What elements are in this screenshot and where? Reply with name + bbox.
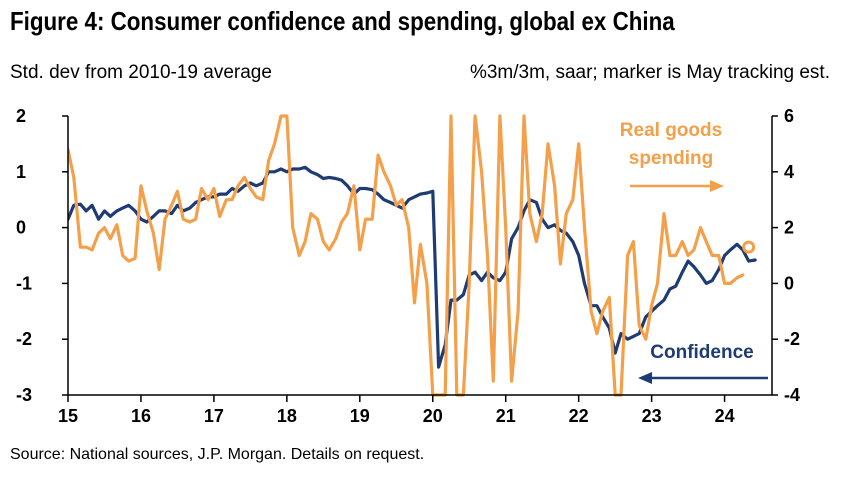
right-tick-label: 0 bbox=[784, 273, 794, 293]
left-tick-label: -2 bbox=[16, 329, 32, 349]
right-tick-label: -4 bbox=[784, 385, 800, 405]
right-tick-label: -2 bbox=[784, 329, 800, 349]
x-tick-label: 17 bbox=[204, 406, 224, 426]
right-tick-label: 4 bbox=[784, 162, 794, 182]
x-tick-label: 15 bbox=[58, 406, 78, 426]
left-tick-label: 1 bbox=[16, 162, 26, 182]
source-note: Source: National sources, J.P. Morgan. D… bbox=[10, 446, 425, 463]
right-tick-label: 6 bbox=[784, 106, 794, 126]
x-tick-label: 23 bbox=[642, 406, 662, 426]
spending-tracking-marker bbox=[742, 240, 756, 254]
spending-label-line1: Real goods bbox=[620, 120, 722, 141]
series-lines bbox=[68, 114, 757, 397]
left-tick-label: -1 bbox=[16, 273, 32, 293]
spending-line bbox=[68, 114, 745, 397]
spending-arrow-head bbox=[710, 180, 724, 192]
spending-label-line2: spending bbox=[629, 148, 713, 169]
confidence-arrow-head bbox=[638, 372, 652, 384]
x-tick-label: 24 bbox=[715, 406, 735, 426]
confidence-label: Confidence bbox=[650, 342, 753, 363]
left-tick-label: 2 bbox=[16, 106, 26, 126]
x-tick-label: 22 bbox=[569, 406, 589, 426]
chart-axes bbox=[62, 115, 778, 402]
right-axis-unit-label: %3m/3m, saar; marker is May tracking est… bbox=[469, 62, 830, 83]
x-tick-label: 18 bbox=[277, 406, 297, 426]
chart-title: Figure 4: Consumer confidence and spendi… bbox=[10, 6, 675, 36]
x-tick-label: 16 bbox=[131, 406, 151, 426]
left-tick-label: -3 bbox=[16, 385, 32, 405]
right-tick-label: 2 bbox=[784, 218, 794, 238]
x-tick-label: 20 bbox=[423, 406, 443, 426]
left-axis-unit-label: Std. dev from 2010-19 average bbox=[10, 62, 272, 83]
left-tick-label: 0 bbox=[16, 218, 26, 238]
annotations: Real goods spending Confidence bbox=[620, 120, 768, 384]
x-tick-label: 19 bbox=[350, 406, 370, 426]
x-tick-label: 21 bbox=[496, 406, 516, 426]
